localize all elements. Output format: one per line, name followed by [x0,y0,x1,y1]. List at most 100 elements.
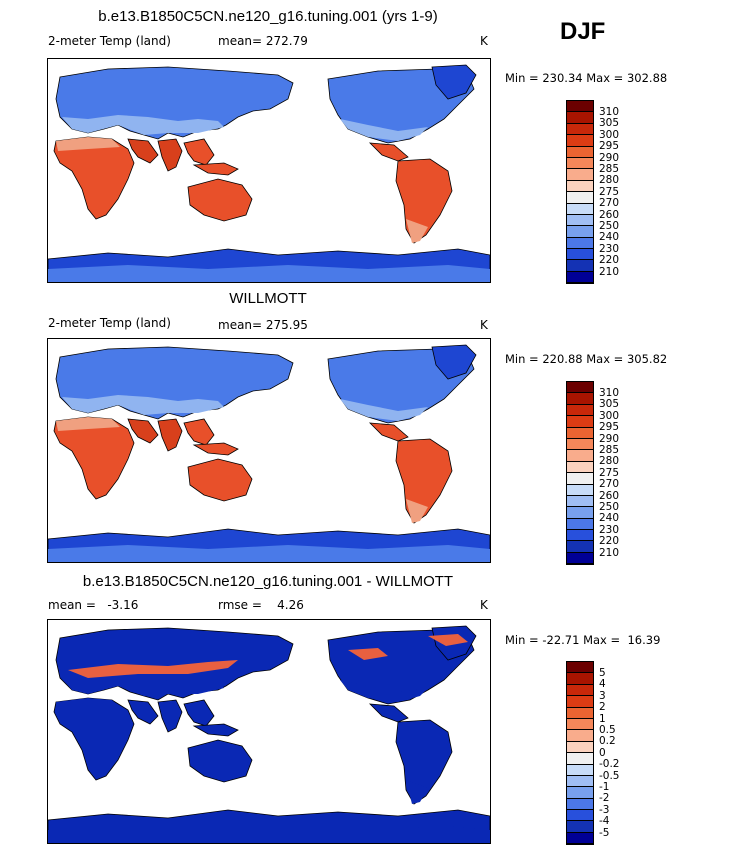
colorbar-cell [567,393,593,405]
colorbar-cell [567,101,593,113]
colorbar-cell [567,753,593,765]
panel-1-variable: 2-meter Temp (land) [48,34,171,48]
colorbar-tick-label: -1 [599,780,610,793]
colorbar-cell [567,123,593,136]
colorbar-cell [567,237,593,250]
colorbar-tick-label: 310 [599,386,620,399]
north-america-south-band [340,399,428,421]
colorbar-tick-label: 2 [599,701,606,714]
indonesia-islands [192,723,239,737]
colorbar-cell [567,473,593,485]
greenland-landmass [431,344,477,380]
antarctica-inner-band [48,265,490,282]
panel-3-units: K [480,598,488,612]
panel-1-colorbar: 310 305 300 295 290 285 280 275 270 260 250 240 230 2… [566,100,619,285]
colorbar-cell [567,787,593,799]
colorbar-tick-label: -3 [599,803,610,816]
eurasia-warm-bias [68,660,238,678]
seasia-landmass [183,418,215,446]
colorbar-cell [567,775,593,788]
colorbar-cell [567,696,593,708]
colorbar-cell [567,203,593,215]
colorbar-cell [567,214,593,227]
panel-1-title: b.e13.B1850C5CN.ne120_g16.tuning.001 (yr… [98,8,438,25]
colorbar-cell [567,530,593,542]
antarctica-inner-band [48,545,490,562]
colorbar-tick-label: 295 [599,421,620,434]
colorbar-cell [567,741,593,754]
south-america-south-band [406,219,428,243]
greenland-warm-bias [428,634,468,646]
panel-3-title: b.e13.B1850C5CN.ne120_g16.tuning.001 - W… [82,573,454,590]
colorbar-tick-label: 300 [599,128,620,141]
colorbar-tick-label: 3 [599,689,606,702]
south-america-south-band [406,499,428,523]
arabia-landmass [127,138,159,164]
colorbar-tick-label: 240 [599,512,620,525]
colorbar-cell [567,673,593,685]
colorbar-cell [567,832,593,845]
colorbar-cell [567,438,593,451]
colorbar-tick-label: 5 [599,666,606,679]
colorbar-cell [567,821,593,833]
colorbar-cell [567,226,593,238]
colorbar-cell [567,169,593,181]
colorbar-tick-label: -0.5 [599,769,620,782]
colorbar-tick-label: 1 [599,712,606,725]
australia-landmass [187,458,253,502]
colorbar-cell [567,416,593,428]
eurasia-mid-band [62,395,224,415]
panel-2-map [47,338,491,563]
panel-3-colorbar: 5 4 3 2 1 0.5 0.2 0 -0.2 -0.5 -1 -2 -3 -4 -5 [566,661,620,846]
colorbar-tick-label: 305 [599,398,620,411]
panel-1-minmax: Min = 230.34 Max = 302.88 [505,71,668,85]
colorbar-tick-label: 275 [599,466,620,479]
colorbar-cell [567,461,593,474]
australia-landmass [187,178,253,222]
colorbar-tick-label: 285 [599,443,620,456]
colorbar-tick-label: -4 [599,815,610,828]
panel-1-mean: mean= 272.79 [218,34,308,48]
colorbar-tick-label: 230 [599,523,620,536]
colorbar-tick-label: 285 [599,162,620,175]
panel-2-minmax: Min = 220.88 Max = 305.82 [505,352,668,366]
colorbar-cell [567,484,593,496]
colorbar-cell [567,662,593,674]
panel-3-minmax: Min = -22.71 Max = 16.39 [505,633,661,647]
india-landmass [157,699,183,733]
colorbar-tick-label: -0.2 [599,758,620,771]
africa-north-band [56,698,120,712]
india-landmass [157,418,183,452]
colorbar-cell [567,135,593,147]
central-america-landmass [368,703,409,723]
colorbar-tick-label: 290 [599,151,620,164]
colorbar-tick-label: 295 [599,140,620,153]
colorbar-tick-label: 260 [599,489,620,502]
greenland-landmass [431,64,477,100]
colorbar-tick-label: 270 [599,478,620,491]
panel-2-mean: mean= 275.95 [218,318,308,332]
panel-2-units: K [480,318,488,332]
colorbar-tick-label: 220 [599,254,620,267]
colorbar-tick-label: 0.2 [599,735,616,748]
colorbar-tick-label: 210 [599,265,620,278]
colorbar-cell [567,260,593,272]
south-america-south-band [406,780,428,804]
india-landmass [157,138,183,172]
seasia-landmass [183,138,215,166]
arabia-landmass [127,418,159,444]
colorbar-tick-label: 250 [599,500,620,513]
colorbar-cell [567,450,593,462]
colorbar-tick-label: 210 [599,546,620,559]
colorbar-cell [567,684,593,697]
panel-3-rmse: rmse = 4.26 [218,598,304,612]
colorbar-cell [567,404,593,417]
colorbar-cell [567,764,593,776]
colorbar-cell [567,271,593,284]
africa-landmass [53,697,135,781]
panel-1-units: K [480,34,488,48]
antarctica-inner-band [48,826,490,843]
panel-2-colorbar: 310 305 300 295 290 285 280 275 270 260 250 240 230 2… [566,381,619,566]
arabia-landmass [127,699,159,725]
colorbar-cell [567,718,593,731]
